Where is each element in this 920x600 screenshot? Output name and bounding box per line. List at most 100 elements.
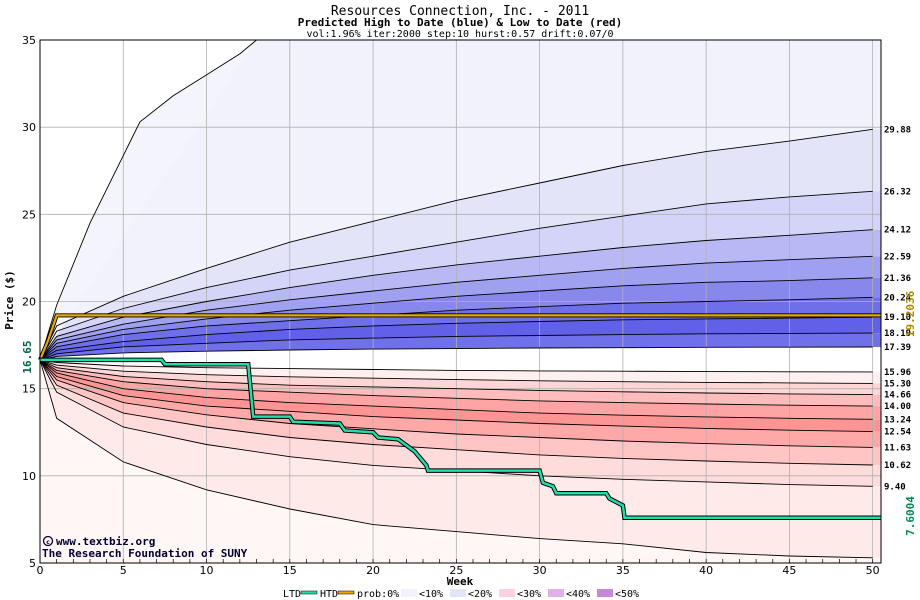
- low-band-2: [40, 359, 881, 407]
- legend-swatch-30: [548, 589, 564, 597]
- y-tick-label: 35: [22, 34, 36, 47]
- y-tick-label: 10: [22, 470, 36, 483]
- quantile-curve: [39, 359, 873, 396]
- x-tick-label: 40: [699, 564, 713, 577]
- quantile-label: 17.39: [884, 343, 911, 353]
- legend-b50-label: <50%: [615, 589, 639, 600]
- x-tick-label: 15: [283, 564, 297, 577]
- plot-area: [38, 39, 882, 564]
- quantile-curve: [39, 255, 873, 361]
- low-band-3: [40, 359, 881, 420]
- legend-ltd-swatch: [300, 590, 318, 595]
- start-price-label: 16.65: [21, 340, 34, 373]
- legend-htd-label: HTD: [320, 589, 338, 600]
- y-tick-label: 5: [29, 557, 36, 570]
- quantile-curve: [39, 346, 873, 361]
- x-tick-label: 10: [200, 564, 214, 577]
- chart-title: Resources Connection, Inc. - 2011: [331, 4, 589, 19]
- high-band-6: [40, 297, 881, 360]
- low-band-4: [40, 359, 881, 432]
- quantile-label: 20.24: [884, 293, 912, 303]
- quantile-curve: [39, 332, 873, 361]
- quantile-label: 22.59: [884, 252, 911, 262]
- quantile-label: 14.66: [884, 391, 911, 401]
- quantile-label: 19.10: [884, 313, 911, 323]
- quantile-curve: [39, 359, 873, 373]
- quantile-curve: [39, 277, 873, 361]
- legend-swatch-10: [450, 589, 466, 597]
- high-band-2: [40, 191, 881, 360]
- x-tick-label: 5: [120, 564, 127, 577]
- quantile-curve: [39, 296, 873, 361]
- legend-b40-label: <40%: [566, 589, 590, 600]
- legend-htd-swatch: [337, 590, 355, 595]
- credit-url: www.textbiz.org: [56, 535, 155, 548]
- price-paths: [38, 313, 881, 520]
- low-band-7: [40, 359, 881, 487]
- htd-line: [38, 314, 881, 361]
- x-axis-label: Week: [447, 575, 474, 588]
- quantile-curves: [39, 39, 873, 559]
- x-tick-label: 50: [866, 564, 880, 577]
- legend-b10-label: <10%: [419, 589, 443, 600]
- copyright-icon: [42, 535, 54, 547]
- chart-params: vol:1.96% iter:2000 step:10 hurst:0.57 d…: [306, 29, 613, 40]
- low-band-0: [40, 359, 881, 384]
- x-tick-label: 0: [37, 564, 44, 577]
- y-tick-label: 25: [22, 208, 36, 221]
- high-band-8: [40, 333, 881, 360]
- quantile-label: 18.19: [884, 329, 911, 339]
- legend-swatch-40: [597, 589, 613, 597]
- quantile-label: 24.12: [884, 226, 911, 236]
- legend-b20-label: <20%: [468, 589, 492, 600]
- quantile-curve: [39, 190, 873, 361]
- chart-subtitle: Predicted High to Date (blue) & Low to D…: [298, 16, 623, 29]
- y-axis-ticks: 5 10 15 20 25 30 35: [22, 34, 36, 570]
- quantile-curve: [39, 359, 873, 466]
- plot-frame: [39, 39, 882, 564]
- quantile-label: 29.88: [884, 125, 911, 135]
- quantile-label: 14.00: [884, 402, 911, 412]
- y-tick-label: 30: [22, 121, 36, 134]
- copyright-c: c: [46, 539, 50, 546]
- x-tick-label: 30: [533, 564, 547, 577]
- ltd-line: [40, 358, 881, 519]
- quantile-curve: [39, 39, 257, 361]
- high-band-1: [40, 129, 881, 360]
- quantile-curve: [39, 359, 873, 448]
- quantile-label: 15.30: [884, 379, 911, 389]
- high-band-4: [40, 256, 881, 360]
- legend-prob-label: prob:0%: [357, 589, 399, 600]
- quantile-curve: [39, 359, 873, 433]
- x-axis-ticks: 0 5 10 15 20 25 30 35 40 45 50: [37, 564, 880, 577]
- quantile-labels: 29.88 26.32 24.12 22.59 21.36 20.24 19.10 18.19…: [884, 125, 912, 492]
- probability-bands: [40, 40, 881, 563]
- high-band-3: [40, 229, 881, 360]
- ref-price-label: 19.2036: [904, 290, 917, 337]
- quantile-label: 12.54: [884, 428, 912, 438]
- high-band-5: [40, 277, 881, 360]
- x-tick-label: 45: [782, 564, 796, 577]
- legend-swatch-0: [401, 589, 417, 597]
- quantile-label: 15.96: [884, 368, 911, 378]
- x-tick-label: 35: [616, 564, 630, 577]
- quantile-curve: [39, 229, 873, 361]
- quantile-label: 10.62: [884, 461, 911, 471]
- y-axis-label: Price ($): [3, 270, 16, 330]
- legend: LTD HTD prob:0% <10% <20% <30% <40% <50%: [283, 589, 639, 600]
- quantile-curve: [39, 359, 873, 420]
- low-band-6: [40, 359, 881, 465]
- low-band-1: [40, 359, 881, 395]
- low-band-outer: [40, 359, 881, 563]
- y-tick-label: 15: [22, 383, 36, 396]
- quantile-label: 13.24: [884, 415, 912, 425]
- quantile-curve: [39, 359, 873, 384]
- high-band-7: [40, 317, 881, 360]
- quantile-curve: [39, 316, 873, 361]
- quantile-curve: [39, 128, 873, 361]
- quantile-label: 11.63: [884, 443, 911, 453]
- y-tick-label: 20: [22, 296, 36, 309]
- high-band-0: [40, 40, 881, 360]
- x-tick-label: 25: [449, 564, 463, 577]
